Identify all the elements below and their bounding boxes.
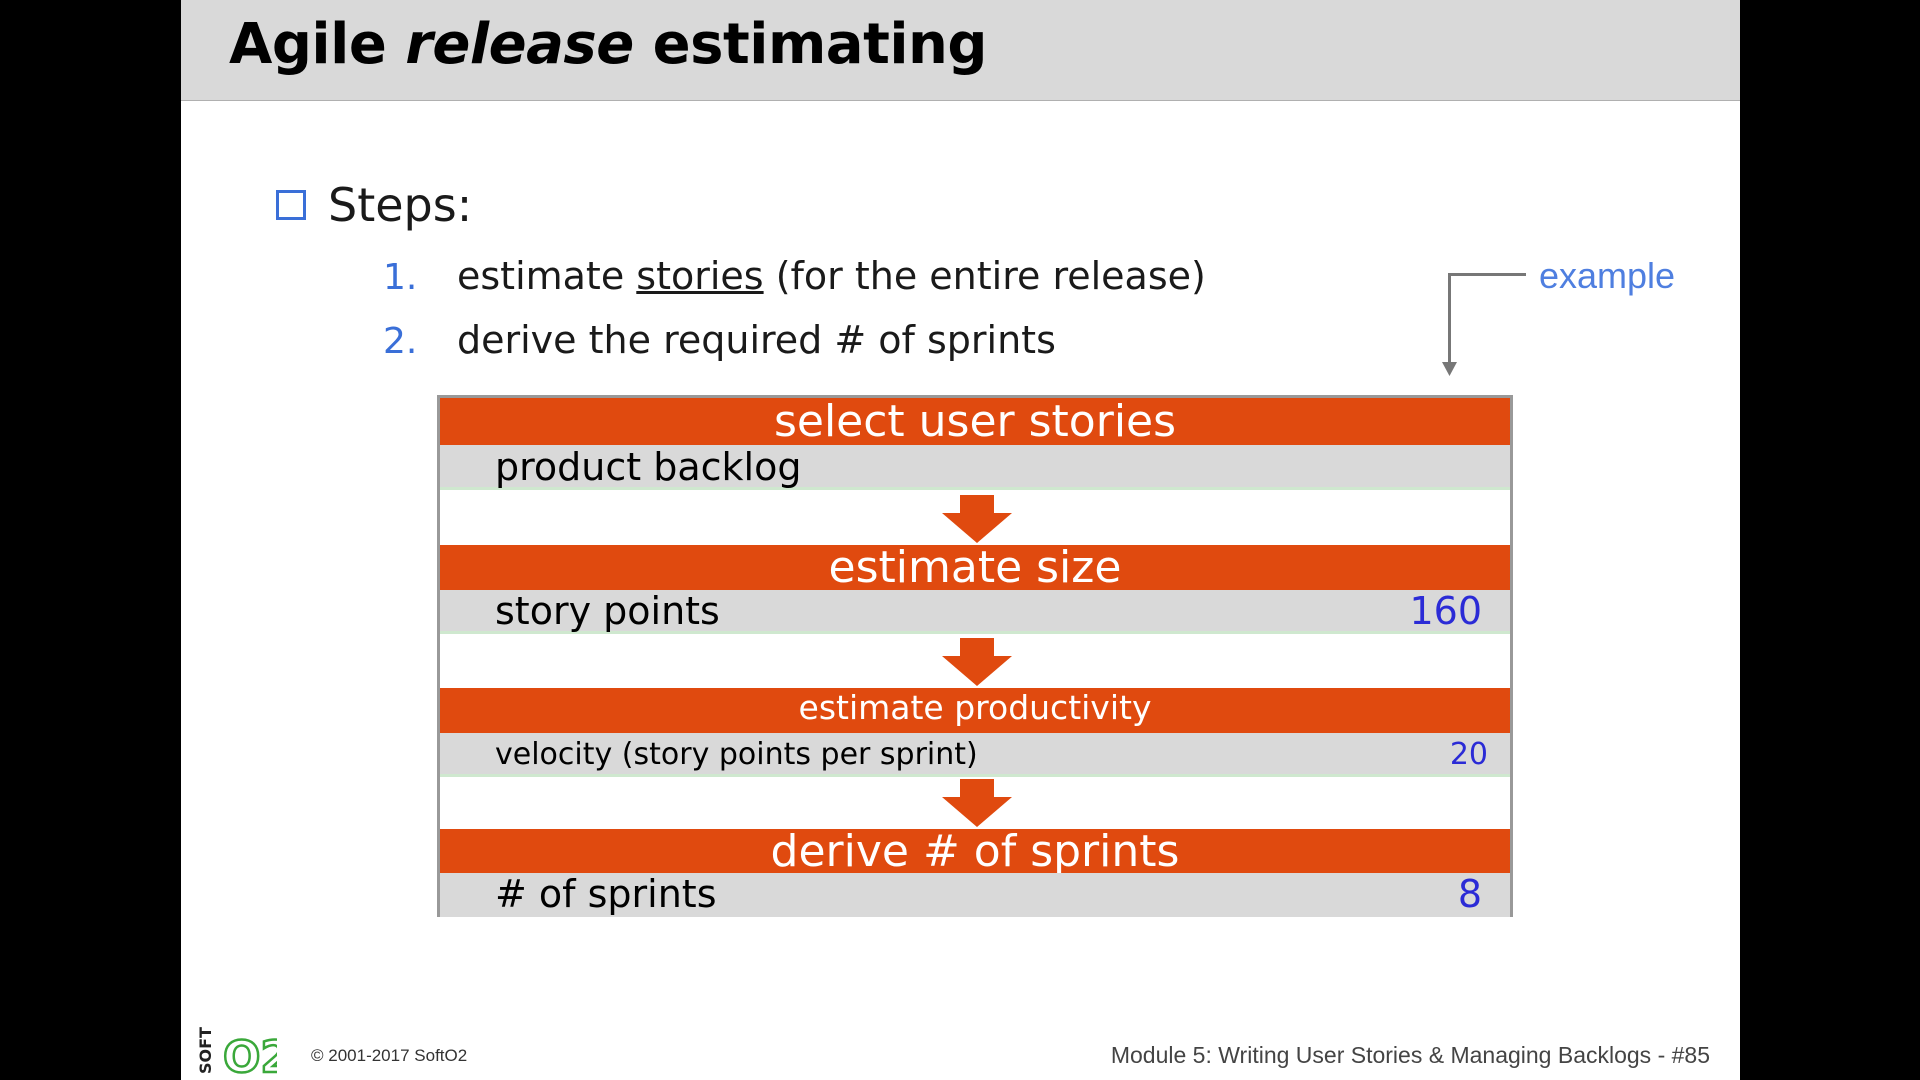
module-footer: Module 5: Writing User Stories & Managin…	[1110, 1042, 1710, 1068]
arrow-down-icon	[942, 638, 1012, 686]
callout-line-horizontal	[1448, 273, 1526, 276]
title-bar: Agile release estimating	[181, 0, 1740, 101]
velocity-value: 20	[1449, 737, 1488, 772]
arrow-down-icon	[942, 495, 1012, 543]
step-number: 1.	[383, 257, 418, 298]
stage-header-derive-sprints: derive # of sprints	[440, 829, 1510, 874]
callout-arrowhead-icon	[1442, 362, 1457, 376]
stage-body-label: # of sprints	[495, 872, 717, 916]
sprints-value: 8	[1457, 872, 1482, 916]
stage-body-velocity: velocity (story points per sprint) 20	[440, 733, 1510, 777]
arrow-down-icon	[942, 779, 1012, 827]
callout-line-vertical	[1448, 273, 1451, 365]
step-number: 2.	[383, 321, 418, 362]
checkbox-bullet-icon	[276, 190, 306, 220]
stage-header-estimate-size: estimate size	[440, 545, 1510, 591]
stage-body-product-backlog: product backlog	[440, 445, 1510, 490]
estimation-flow: select user stories product backlog esti…	[437, 395, 1513, 917]
stories-link[interactable]: stories	[636, 254, 764, 298]
step-text: derive the required # of sprints	[457, 318, 1056, 362]
slide-title: Agile release estimating	[229, 12, 988, 77]
svg-text:SOFT: SOFT	[197, 1027, 215, 1074]
copyright-text: © 2001-2017 SoftO2	[311, 1046, 468, 1065]
stage-body-label: story points	[495, 589, 720, 633]
step-1: 1. estimate stories (for the entire rele…	[383, 254, 1206, 298]
stage-header-select: select user stories	[440, 398, 1510, 447]
steps-bullet: Steps:	[276, 178, 472, 232]
softo2-logo-icon: SOFT O2	[197, 1027, 277, 1076]
stage-body-story-points: story points 160	[440, 589, 1510, 634]
steps-heading: Steps:	[328, 178, 473, 232]
callout-example-label: example	[1539, 255, 1676, 296]
step-2: 2. derive the required # of sprints	[383, 318, 1056, 362]
stage-body-sprints: # of sprints 8	[440, 872, 1510, 917]
stage-body-label: product backlog	[495, 445, 802, 489]
stage-body-label: velocity (story points per sprint)	[495, 737, 978, 772]
story-points-value: 160	[1409, 589, 1482, 633]
stage-header-estimate-productivity: estimate productivity	[440, 688, 1510, 733]
slide: Agile release estimating Steps: 1. estim…	[181, 0, 1740, 1080]
svg-text:O2: O2	[223, 1032, 277, 1076]
step-text: estimate stories (for the entire release…	[457, 254, 1206, 298]
